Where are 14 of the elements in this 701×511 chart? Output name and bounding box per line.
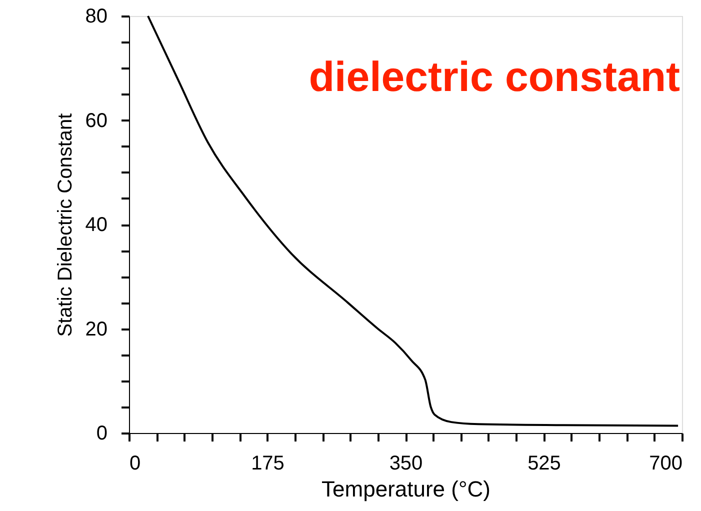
y-axis-title: Static Dielectric Constant: [54, 112, 76, 337]
y-tick-label: 40: [85, 214, 108, 236]
y-tick-label: 60: [85, 110, 108, 132]
annotation: dielectric constant: [308, 53, 680, 100]
y-tick-label: 80: [85, 6, 108, 28]
x-axis-title: Temperature (°C): [322, 476, 490, 502]
x-tick-label: 350: [389, 452, 423, 474]
line-series: [146, 15, 680, 427]
y-tick-label: 20: [85, 318, 108, 340]
x-tick-label: 700: [649, 452, 682, 474]
x-tick-label: 175: [251, 452, 284, 474]
x-tick-label: 0: [130, 452, 141, 474]
x-tick-label: 525: [528, 452, 561, 474]
y-tick-label: 0: [96, 422, 108, 444]
